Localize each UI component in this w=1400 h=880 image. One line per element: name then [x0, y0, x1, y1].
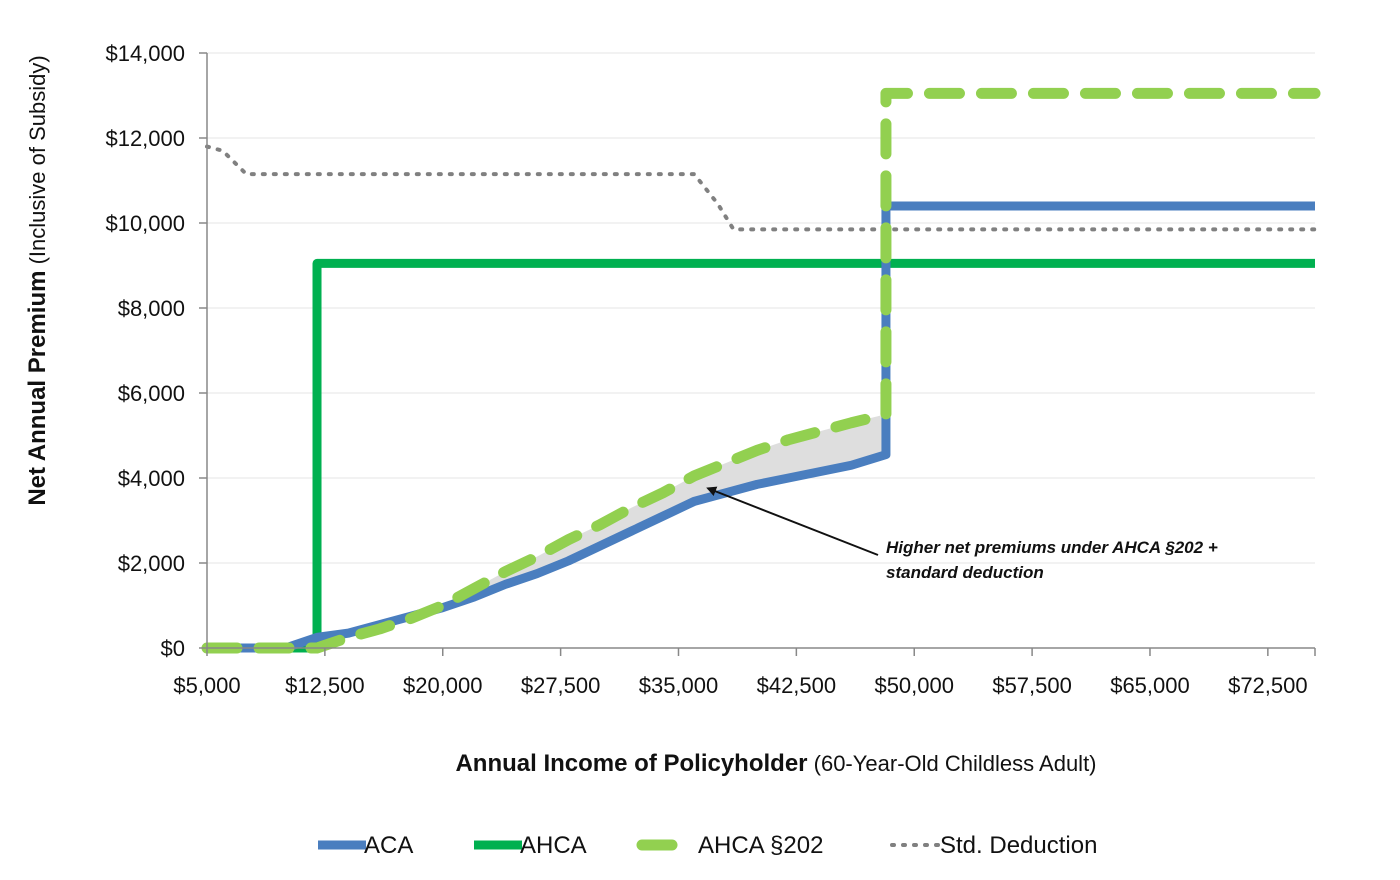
legend-ahca-label: AHCA — [520, 832, 587, 859]
y-axis-title: Net Annual Premium (Inclusive of Subsidy… — [24, 55, 51, 505]
annotation-arrow — [706, 486, 879, 556]
legend-ahca: AHCA — [474, 832, 587, 859]
x-axis-title: Annual Income of Policyholder (60-Year-O… — [455, 750, 1096, 777]
series-std-deduction-line — [205, 144, 1317, 232]
axis-layer: $0 $2,000 $4,000 $6,000 $8,000 $10,000 $12,000… — [24, 41, 1316, 777]
y-tick-label-7: $14,000 — [105, 41, 185, 66]
y-tick-label-1: $2,000 — [118, 551, 185, 576]
annotation-layer: Higher net premiums under AHCA §202 + sta… — [706, 486, 1218, 582]
series-aca-line — [207, 201, 1315, 653]
premium-gap-band — [317, 414, 886, 648]
grid-layer — [207, 52, 1315, 564]
legend-ahca-202-label: AHCA §202 — [698, 832, 823, 859]
legend-aca: ACA — [318, 832, 413, 859]
x-tick-label-4: $35,000 — [639, 673, 719, 698]
x-tick-label-6: $50,000 — [874, 673, 954, 698]
series-ahca-202-line — [201, 87, 1321, 654]
x-tick-label-3: $27,500 — [521, 673, 601, 698]
x-tick-label-8: $65,000 — [1110, 673, 1190, 698]
y-tick-label-6: $12,000 — [105, 126, 185, 151]
y-axis-title-normal: (Inclusive of Subsidy) — [25, 55, 50, 270]
legend: ACA AHCA AHCA §202 Std. Deduction — [318, 832, 1097, 859]
x-tick-label-1: $12,500 — [285, 673, 365, 698]
x-tick-label-2: $20,000 — [403, 673, 483, 698]
x-tick-label-7: $57,500 — [992, 673, 1072, 698]
x-axis-title-bold: Annual Income of Policyholder — [455, 750, 807, 777]
x-tick-label-0: $5,000 — [173, 673, 240, 698]
y-axis-title-bold: Net Annual Premium — [24, 271, 51, 506]
legend-aca-label: ACA — [364, 832, 413, 859]
legend-ahca-202: AHCA §202 — [636, 832, 823, 859]
annotation-text-line-1: standard deduction — [886, 563, 1044, 582]
y-tick-label-4: $8,000 — [118, 296, 185, 321]
legend-std-deduction-label: Std. Deduction — [940, 832, 1097, 859]
legend-std-deduction: Std. Deduction — [890, 832, 1097, 859]
series-layer — [201, 87, 1321, 654]
x-tick-label-5: $42,500 — [757, 673, 837, 698]
y-tick-label-5: $10,000 — [105, 211, 185, 236]
y-tick-label-3: $6,000 — [118, 381, 185, 406]
y-tick-label-0: $0 — [161, 636, 185, 661]
annotation-text-line-0: Higher net premiums under AHCA §202 + — [886, 538, 1218, 557]
premium-gap-fill — [317, 414, 886, 648]
x-axis-title-normal: (60-Year-Old Childless Adult) — [808, 751, 1097, 776]
x-tick-label-9: $72,500 — [1228, 673, 1308, 698]
y-tick-label-2: $4,000 — [118, 466, 185, 491]
